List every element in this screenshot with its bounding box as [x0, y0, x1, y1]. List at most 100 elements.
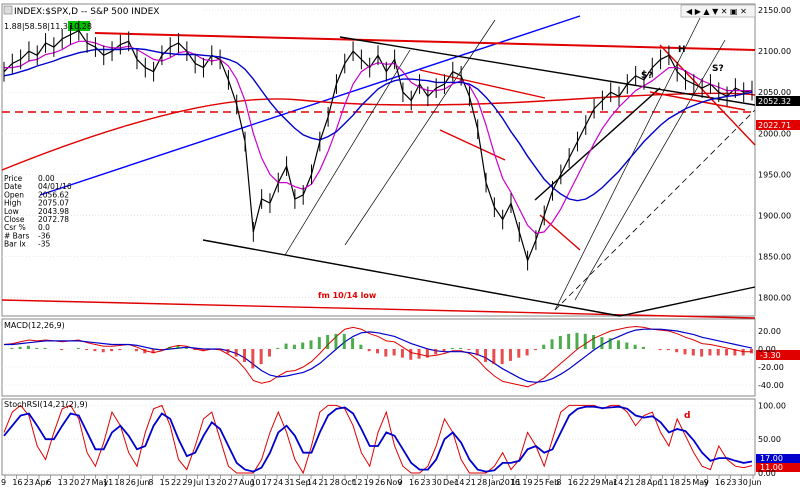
- x-tick-label: 22: [579, 478, 589, 487]
- macd-histogram-bar: [583, 333, 587, 349]
- readout-value: -36: [38, 231, 50, 240]
- readout-value: 2072.78: [38, 215, 69, 224]
- macd-histogram-bar: [76, 347, 80, 349]
- x-tick-label: 23: [420, 478, 430, 487]
- macd-histogram-bar: [243, 349, 247, 362]
- macd-histogram-bar: [110, 349, 114, 352]
- macd-histogram-bar: [741, 349, 745, 356]
- macd-histogram-bar: [276, 347, 280, 349]
- macd-histogram-bar: [725, 349, 729, 356]
- macd-histogram-bar: [101, 349, 105, 353]
- readout-label: Open: [4, 190, 24, 199]
- macd-histogram-bar: [367, 349, 371, 352]
- macd-histogram-bar: [517, 349, 521, 358]
- macd-histogram-bar: [18, 346, 22, 349]
- macd-histogram-bar: [567, 333, 571, 349]
- macd-title: MACD(12,26,9): [4, 321, 65, 330]
- x-tick-label: 14: [307, 478, 317, 487]
- readout-value: 2043.98: [38, 207, 69, 216]
- x-tick-label: 19: [364, 478, 374, 487]
- macd-histogram-bar: [459, 347, 463, 349]
- macd-histogram-bar: [201, 349, 205, 352]
- x-tick-label: 25: [534, 478, 544, 487]
- x-tick-label: 27: [228, 478, 238, 487]
- macd-histogram-bar: [417, 349, 421, 359]
- window-control-box[interactable]: [680, 4, 756, 18]
- x-tick-label: 27: [80, 478, 90, 487]
- macd-histogram-bar: [259, 349, 263, 365]
- trendlines: [1, 15, 756, 319]
- macd-histogram-bar: [525, 349, 529, 356]
- x-tick-label: Jul: [193, 478, 204, 487]
- macd-histogram-bar: [500, 349, 504, 365]
- x-tick-label: May: [692, 478, 709, 487]
- macd-histogram-bar: [292, 344, 296, 349]
- readout-label: Low: [4, 207, 19, 216]
- x-tick-label: Jun: [748, 478, 762, 487]
- macd-histogram-bar: [467, 349, 471, 351]
- annotation-fm-low: fm 10/14 low: [318, 291, 377, 300]
- x-tick-label: 21: [318, 478, 328, 487]
- x-tick-label: 30: [432, 478, 442, 487]
- x-tick-label: 20: [216, 478, 226, 487]
- x-tick-label: Jan: [487, 478, 500, 487]
- x-tick-label: Feb: [545, 478, 559, 487]
- y-tick-label: 1850.00: [758, 253, 791, 262]
- macd-histogram-bar: [558, 336, 562, 349]
- x-tick-label: Nov: [386, 478, 402, 487]
- annotation-left-shoulder: S?: [641, 71, 653, 81]
- price-label: 2052.32: [758, 97, 791, 106]
- readout-label: Date: [4, 182, 22, 191]
- macd-histogram-bar: [251, 349, 255, 369]
- grid-lines: [2, 9, 755, 474]
- x-tick-label: Apr: [647, 478, 662, 487]
- macd-histogram-bar: [284, 343, 288, 349]
- macd-panel: [1, 318, 756, 397]
- x-tick-label: 14: [613, 478, 623, 487]
- x-tick-label: Dec: [443, 478, 458, 487]
- macd-histogram-bar: [575, 332, 579, 349]
- x-tick-label: 16: [568, 478, 578, 487]
- macd-histogram-bar: [226, 349, 230, 354]
- macd-histogram-bar: [484, 349, 488, 362]
- macd-histogram-bar: [234, 349, 238, 357]
- macd-histogram-bar: [542, 344, 546, 349]
- macd-histogram-bar: [683, 349, 687, 355]
- macd-histogram-bar: [691, 349, 695, 356]
- macd-histogram-bar: [625, 342, 629, 349]
- data-readout: Price 0.00 Date 04/01/16 Open 2056.62 High 2075…: [4, 174, 72, 249]
- annotation-right-shoulder: S?: [712, 64, 724, 74]
- macd-histogram-bar: [617, 340, 621, 349]
- x-tick-label: 16: [715, 478, 725, 487]
- macd-histogram-bar: [134, 349, 138, 352]
- readout-value: 2075.07: [38, 199, 69, 208]
- x-tick-label: 30: [738, 478, 748, 487]
- macd-histogram-bar: [475, 349, 479, 356]
- readout-label: Bar Ix: [4, 240, 26, 249]
- macd-histogram-bar: [384, 349, 388, 357]
- stochrsi-series: [3, 404, 753, 475]
- macd-histogram-bar: [409, 349, 413, 360]
- macd-histogram-bar: [392, 349, 396, 356]
- macd-histogram-bar: [550, 339, 554, 349]
- y-tick-label: 0.00: [758, 345, 776, 354]
- macd-histogram-bar: [508, 349, 512, 361]
- macd-histogram-bar: [434, 349, 438, 355]
- x-tick-label: 26: [375, 478, 385, 487]
- macd-histogram-bar: [10, 347, 14, 349]
- x-tick-label: 31: [284, 478, 294, 487]
- macd-histogram-bar: [301, 342, 305, 349]
- y-tick-label: 2000.00: [758, 129, 791, 138]
- x-tick-label: 9: [704, 478, 709, 487]
- macd-histogram-bar: [93, 349, 97, 352]
- macd-histogram-bar: [716, 349, 720, 356]
- stoch-label-box-1: [756, 454, 800, 463]
- macd-histogram-bar: [376, 349, 379, 354]
- readout-label: Csr %: [4, 223, 26, 232]
- price-label-box: [756, 96, 800, 106]
- zoom-icon[interactable]: [3, 5, 13, 15]
- chart-title: INDEX:$SPX,D -- S&P 500 INDEX: [14, 7, 159, 17]
- x-tick-label: 29: [182, 478, 192, 487]
- y-tick-label: -40.00: [758, 381, 784, 390]
- window-controls-icon[interactable]: ◀ ▶ ▲ ▼ ✕ ▣ ✕: [686, 7, 747, 16]
